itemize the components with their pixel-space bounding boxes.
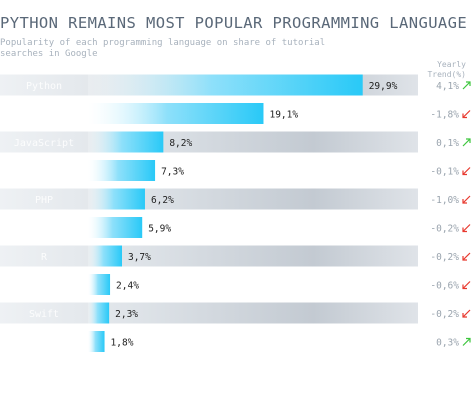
bar — [88, 74, 363, 96]
trend-down-arrowhead — [462, 313, 467, 318]
trend-label: -0,2% — [430, 224, 459, 235]
category-label: JavaScript — [14, 138, 74, 149]
trend-down-arrowhead — [462, 227, 467, 233]
bar — [88, 331, 105, 352]
trend-up-icon — [462, 81, 471, 90]
value-label: 1,8% — [111, 338, 134, 349]
trend-down-arrowhead — [462, 256, 467, 261]
bar — [88, 245, 122, 267]
value-label: 3,7% — [128, 252, 151, 263]
trend-label: -0,2% — [430, 309, 459, 320]
bar — [88, 302, 110, 324]
trend-label: 0,1% — [436, 138, 459, 149]
bar — [88, 217, 143, 238]
value-label: 5,9% — [148, 224, 171, 235]
bar — [88, 188, 145, 210]
category-label: Python — [26, 81, 62, 92]
category-label: PHP — [35, 195, 53, 206]
trend-up-icon — [462, 338, 471, 346]
trend-down-icon — [462, 224, 471, 232]
trend-label: -0,1% — [430, 167, 459, 178]
bar — [88, 103, 264, 124]
trend-down-icon — [462, 167, 471, 175]
trend-label: -0,6% — [430, 281, 459, 292]
trend-down-icon — [462, 252, 471, 261]
value-label: 19,1% — [269, 110, 298, 121]
chart-subtitle: Popularity of each programming language … — [0, 38, 326, 59]
trend-up-icon — [462, 138, 471, 147]
trend-down-arrowhead — [462, 199, 467, 204]
bar — [88, 131, 164, 153]
trend-column-header: Yearly Trend(%) — [427, 60, 466, 79]
trend-down-arrowhead — [462, 284, 467, 290]
trend-label: -1,0% — [430, 195, 459, 206]
row-band-6 — [0, 245, 418, 267]
trend-down-arrowhead — [462, 113, 467, 119]
trend-up-arrowhead — [466, 138, 471, 143]
trend-up-arrowhead — [466, 81, 471, 86]
value-label: 6,2% — [151, 195, 174, 206]
trend-down-icon — [462, 195, 471, 204]
chart-title: PYTHON REMAINS MOST POPULAR PROGRAMMING … — [0, 14, 468, 32]
value-label: 29,9% — [369, 81, 398, 92]
row-band-8 — [0, 302, 418, 324]
category-label: R — [41, 252, 48, 263]
value-label: 8,2% — [169, 138, 192, 149]
category-label: Swift — [29, 309, 59, 320]
trend-up-arrowhead — [466, 337, 471, 343]
trend-down-icon — [462, 110, 471, 118]
trend-label: -1,8% — [430, 110, 459, 121]
value-label: 2,4% — [116, 281, 139, 292]
trend-label: -0,2% — [430, 252, 459, 263]
trend-down-icon — [462, 309, 471, 318]
trend-label: 4,1% — [436, 81, 459, 92]
value-label: 2,3% — [115, 309, 138, 320]
trend-label: 0,3% — [436, 338, 459, 349]
value-label: 7,3% — [161, 167, 184, 178]
row-band-4 — [0, 188, 418, 210]
trend-down-arrowhead — [462, 170, 467, 176]
trend-down-icon — [462, 281, 471, 289]
bar — [88, 160, 156, 181]
bar — [88, 274, 111, 295]
